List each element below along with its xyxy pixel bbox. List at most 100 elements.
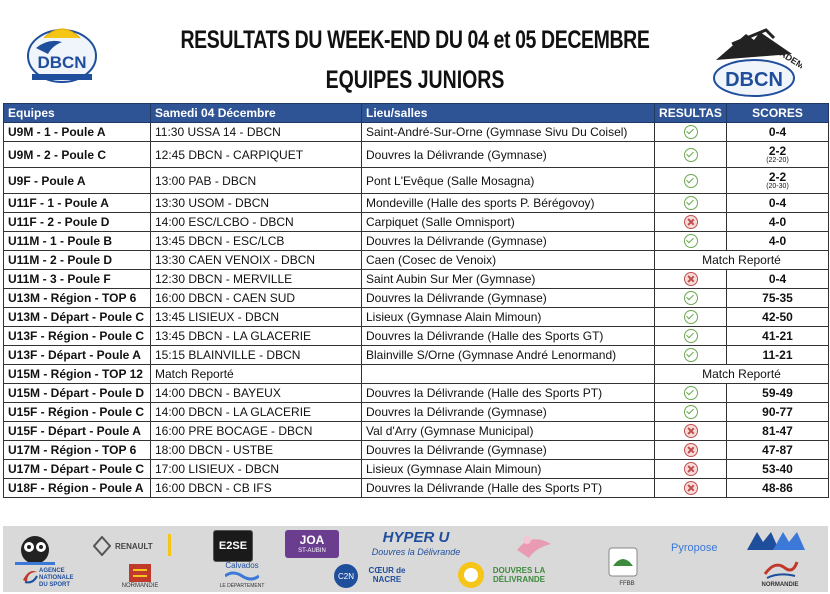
- result-cell: [654, 141, 727, 168]
- venue-cell: Saint-André-Sur-Orne (Gymnase Sivu Du Co…: [361, 122, 655, 142]
- score-value: 75-35: [762, 291, 793, 305]
- result-cell: [654, 193, 727, 213]
- table-header-row: Equipes Samedi 04 Décembre Lieu/salles R…: [3, 103, 829, 123]
- table-row: U17M - Région - TOP 6 18:00 DBCN - USTBE D…: [3, 440, 829, 460]
- score-value: 81-47: [762, 424, 793, 438]
- table-row: U11M - 3 - Poule F 12:30 DBCN - MERVILLE S…: [3, 269, 829, 289]
- score-value: 59-49: [762, 386, 793, 400]
- venue-cell: Blainville S/Orne (Gymnase André Lenorma…: [361, 345, 655, 365]
- dbcn-academy-logo: ACADEMY DBCN: [713, 28, 802, 97]
- table-row: U13M - Départ - Poule C 13:45 LISIEUX - D…: [3, 307, 829, 327]
- score-cell: 75-35: [726, 288, 829, 308]
- score-value: 0-4: [768, 272, 787, 286]
- team-cell: U17M - Départ - Poule C: [3, 459, 151, 479]
- score-value: 11-21: [762, 348, 793, 362]
- score-cell: 2-2 (22-20): [726, 141, 829, 168]
- ans-label: AGENCE NATIONALE DU SPORT: [39, 568, 74, 588]
- score-value: 48-86: [762, 481, 793, 495]
- score-cell: 90-77: [726, 402, 829, 422]
- team-cell: U9M - 2 - Poule C: [3, 141, 151, 168]
- match-cell: 14:00 DBCN - BAYEUX: [150, 383, 362, 403]
- table-row: U11F - 1 - Poule A 13:30 USOM - DBCN Monde…: [3, 193, 829, 213]
- results-table: Equipes Samedi 04 Décembre Lieu/salles R…: [3, 103, 829, 498]
- calvados-wave-icon: [225, 571, 259, 581]
- check-circle-icon: [683, 291, 698, 306]
- result-cell: [654, 307, 727, 327]
- team-cell: U13M - Départ - Poule C: [3, 307, 151, 327]
- table-row: U15M - Départ - Poule D 14:00 DBCN - BAYE…: [3, 383, 829, 403]
- cross-circle-icon: [683, 481, 698, 496]
- header: DBCN RESULTATS DU WEEK-END DU 04 et 05 D…: [0, 0, 830, 102]
- cross-circle-icon: [683, 272, 698, 287]
- check-circle-icon: [683, 329, 698, 344]
- score-value: 53-40: [762, 462, 793, 476]
- match-cell: 13:45 DBCN - ESC/LCB: [150, 231, 362, 251]
- result-cell: [654, 421, 727, 441]
- team-cell: U15F - Départ - Poule A: [3, 421, 151, 441]
- venue-cell: Lisieux (Gymnase Alain Mimoun): [361, 459, 655, 479]
- joa-sub: ST-AUBIN: [298, 548, 326, 554]
- result-cell: [654, 402, 727, 422]
- table-row: U18F - Région - Poule A 16:00 DBCN - CB I…: [3, 478, 829, 498]
- check-circle-icon: [683, 348, 698, 363]
- team-cell: U13F - Départ - Poule A: [3, 345, 151, 365]
- result-cell: [654, 231, 727, 251]
- check-circle-icon: [683, 147, 698, 162]
- page-subtitle: EQUIPES JUNIORS: [325, 66, 505, 94]
- match-cell: 12:30 DBCN - MERVILLE: [150, 269, 362, 289]
- match-cell: 13:00 PAB - DBCN: [150, 167, 362, 194]
- score-cell: 0-4: [726, 122, 829, 142]
- calvados-sub: LE DÉPARTEMENT: [219, 583, 265, 589]
- match-cell: 16:00 PRE BOCAGE - DBCN: [150, 421, 362, 441]
- decorative-bird-logo-icon: [517, 536, 551, 558]
- table-row: U9M - 1 - Poule A 11:30 USSA 14 - DBCN Sai…: [3, 122, 829, 142]
- ans-swirl-icon: [23, 571, 38, 584]
- score-value: 42-50: [762, 310, 793, 324]
- result-cell: [654, 345, 727, 365]
- table-row: U11M - 1 - Poule B 13:45 DBCN - ESC/LCB Do…: [3, 231, 829, 251]
- venue-cell: Douvres la Délivrande (Gymnase): [361, 231, 655, 251]
- normandie-swirl-icon: [763, 561, 799, 579]
- dbcn-logo: DBCN: [27, 28, 97, 83]
- match-cell: 15:15 BLAINVILLE - DBCN: [150, 345, 362, 365]
- table-row: U15F - Région - Poule C 14:00 DBCN - LA G…: [3, 402, 829, 422]
- venue-cell: Douvres la Délivrande (Halle des Sports …: [361, 326, 655, 346]
- table-row: U9M - 2 - Poule C 12:45 DBCN - CARPIQUET D…: [3, 141, 829, 168]
- header-teams: Equipes: [3, 103, 151, 123]
- table-row: U13F - Départ - Poule A 15:15 BLAINVILLE …: [3, 345, 829, 365]
- venue-cell: Douvres la Délivrande (Gymnase): [361, 440, 655, 460]
- team-cell: U13F - Région - Poule C: [3, 326, 151, 346]
- venue-cell: Douvres la Délivrande (Halle des Sports …: [361, 383, 655, 403]
- coeur-de-nacre-label: CŒUR de NACRE: [368, 566, 406, 584]
- score-cell: 53-40: [726, 459, 829, 479]
- owl-logo-icon: [15, 536, 55, 565]
- table-row: U17M - Départ - Poule C 17:00 LISIEUX - D…: [3, 459, 829, 479]
- match-cell: 11:30 USSA 14 - DBCN: [150, 122, 362, 142]
- score-cell: 0-4: [726, 269, 829, 289]
- result-cell: [654, 288, 727, 308]
- pyropose-label: Pyropose: [671, 542, 718, 554]
- table-row: U15F - Départ - Poule A 16:00 PRE BOCAGE …: [3, 421, 829, 441]
- header-date: Samedi 04 Décembre: [150, 103, 362, 123]
- result-cell: [654, 122, 727, 142]
- match-cell: 14:00 DBCN - LA GLACERIE: [150, 402, 362, 422]
- joa-label: JOA: [299, 533, 325, 547]
- score-cell: 59-49: [726, 383, 829, 403]
- cross-circle-icon: [683, 443, 698, 458]
- table-row: U13M - Région - TOP 6 16:00 DBCN - CAEN S…: [3, 288, 829, 308]
- table-row: U15M - Région - TOP 12 Match Reporté Match…: [3, 364, 829, 384]
- cross-circle-icon: [683, 462, 698, 477]
- team-cell: U13M - Région - TOP 6: [3, 288, 151, 308]
- score-cell: 11-21: [726, 345, 829, 365]
- match-reporte-cell: Match Reporté: [654, 250, 829, 270]
- venue-cell: Lisieux (Gymnase Alain Mimoun): [361, 307, 655, 327]
- match-cell: 14:00 ESC/LCBO - DBCN: [150, 212, 362, 232]
- check-circle-icon: [683, 386, 698, 401]
- team-cell: U11F - 2 - Poule D: [3, 212, 151, 232]
- venue-cell: Saint Aubin Sur Mer (Gymnase): [361, 269, 655, 289]
- venue-cell: Caen (Cosec de Venoix): [361, 250, 655, 270]
- check-circle-icon: [683, 125, 698, 140]
- ffbb-label: FFBB: [619, 581, 635, 587]
- match-cell: 13:30 USOM - DBCN: [150, 193, 362, 213]
- score-cell: 41-21: [726, 326, 829, 346]
